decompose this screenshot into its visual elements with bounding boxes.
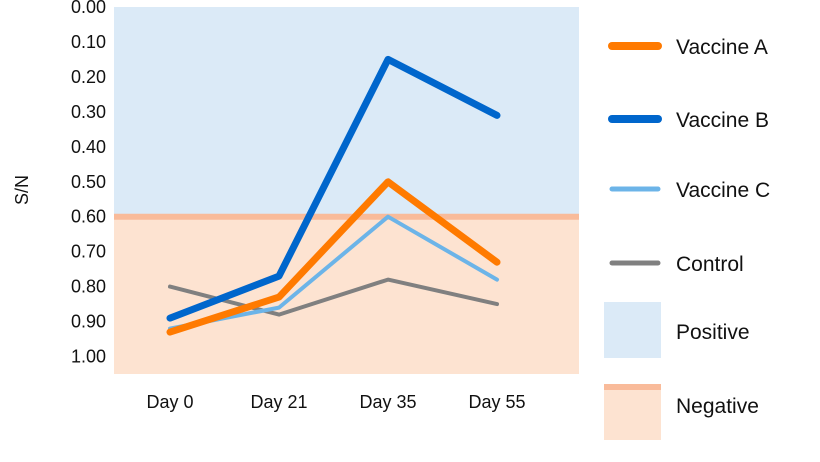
y-axis-ticks: 0.00 0.10 0.20 0.30 0.40 0.50 0.60 0.70 0.80 0.90… <box>71 0 106 367</box>
y-tick-label: 0.50 <box>71 172 106 192</box>
x-tick-label: Day 35 <box>359 392 416 412</box>
y-tick-label: 0.20 <box>71 67 106 87</box>
legend-label-vaccine-c: Vaccine C <box>676 179 770 202</box>
y-tick-label: 0.00 <box>71 0 106 17</box>
legend-label-control: Control <box>676 253 744 276</box>
y-tick-label: 0.70 <box>71 242 106 262</box>
y-tick-label: 0.10 <box>71 32 106 52</box>
y-tick-label: 0.80 <box>71 277 106 297</box>
x-tick-label: Day 21 <box>250 392 307 412</box>
x-tick-label: Day 55 <box>468 392 525 412</box>
y-tick-label: 0.90 <box>71 312 106 332</box>
legend-swatch-negative <box>604 384 661 440</box>
region-negative <box>114 216 579 374</box>
series-line-vaccine-b <box>166 55 501 322</box>
y-tick-label: 1.00 <box>71 347 106 367</box>
series-line-vaccine-a <box>166 178 501 336</box>
y-tick-label: 0.30 <box>71 102 106 122</box>
legend-swatch-positive <box>604 302 661 358</box>
legend-label-negative: Negative <box>676 395 759 418</box>
y-tick-label: 0.60 <box>71 207 106 227</box>
legend: Vaccine A Vaccine B Vaccine C Control Positi… <box>604 36 770 440</box>
x-tick-label: Day 0 <box>146 392 193 412</box>
y-tick-label: 0.40 <box>71 137 106 157</box>
x-axis-ticks: Day 0 Day 21 Day 35 Day 55 <box>146 392 525 412</box>
region-positive <box>114 7 579 217</box>
y-axis-label: S/N <box>12 175 32 205</box>
legend-label-vaccine-b: Vaccine B <box>676 109 769 132</box>
legend-label-positive: Positive <box>676 321 750 344</box>
series-lines <box>166 55 501 336</box>
background-regions <box>114 7 579 374</box>
legend-label-vaccine-a: Vaccine A <box>676 36 768 59</box>
